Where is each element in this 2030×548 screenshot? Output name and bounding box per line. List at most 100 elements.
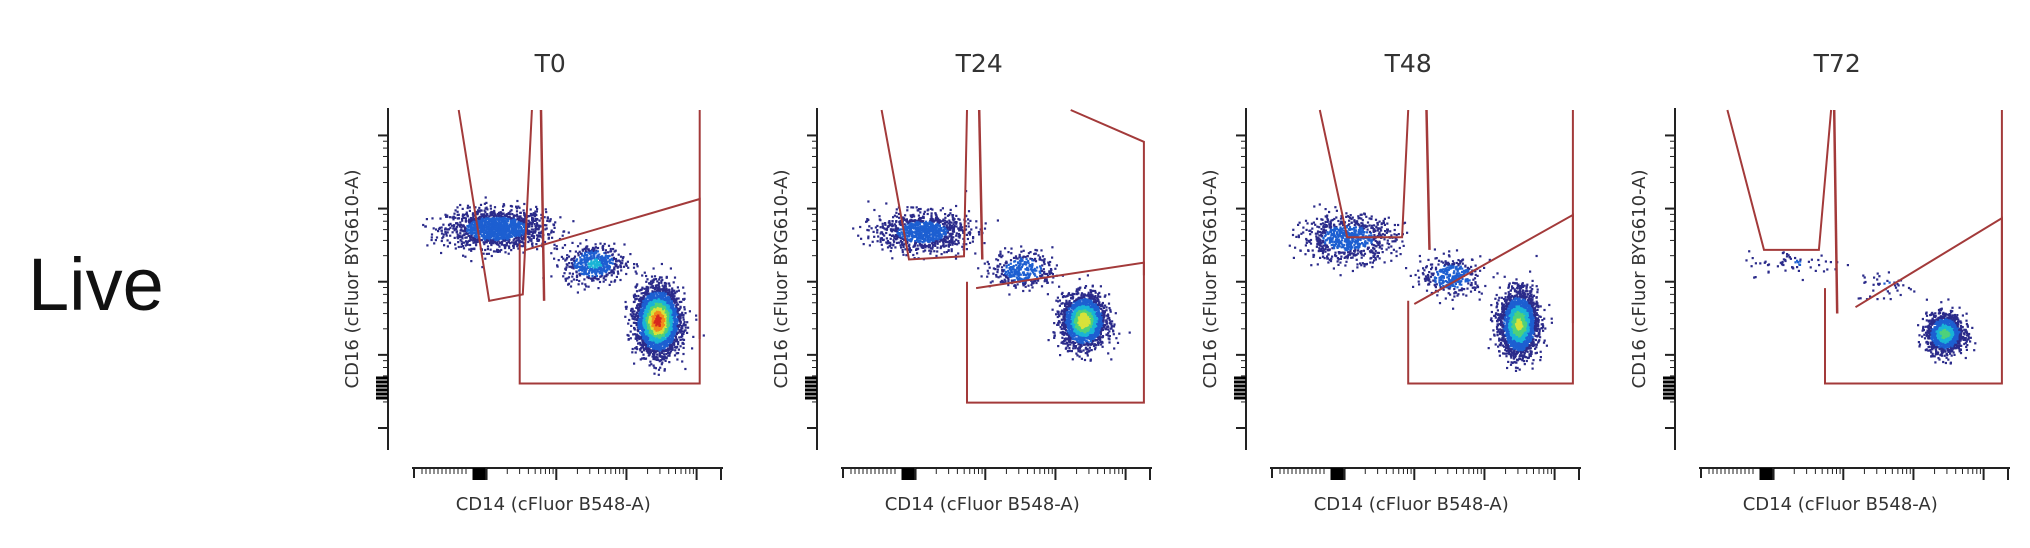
event-point	[499, 231, 502, 234]
event-point	[516, 239, 519, 242]
event-point	[606, 255, 609, 258]
event-point	[481, 266, 484, 269]
event-point	[472, 229, 475, 232]
event-point	[506, 238, 509, 241]
event-point	[531, 216, 534, 220]
event-point	[472, 216, 475, 219]
event-point	[455, 225, 458, 228]
event-point	[588, 265, 591, 268]
event-point	[621, 262, 624, 265]
event-point	[627, 266, 630, 269]
event-point	[485, 230, 488, 233]
event-point	[484, 214, 487, 217]
event-point	[632, 315, 635, 318]
event-point	[501, 212, 504, 215]
event-point	[684, 312, 687, 315]
event-point	[556, 264, 559, 267]
event-point	[464, 227, 467, 230]
event-point	[661, 357, 664, 360]
event-point	[591, 269, 594, 272]
event-point	[526, 229, 529, 233]
event-point	[473, 217, 476, 220]
event-point	[521, 238, 524, 241]
event-point	[482, 226, 485, 229]
event-point	[424, 225, 427, 228]
event-point	[457, 241, 460, 244]
event-point	[444, 227, 447, 230]
event-point	[498, 245, 501, 248]
event-point	[489, 227, 492, 230]
event-point	[426, 244, 429, 247]
event-point	[473, 247, 476, 250]
event-point	[492, 233, 495, 236]
event-point	[483, 217, 486, 220]
event-point	[581, 282, 584, 285]
event-point	[531, 243, 534, 246]
event-point	[506, 228, 509, 231]
event-point	[638, 337, 641, 341]
event-point	[613, 242, 616, 245]
event-point	[528, 239, 531, 242]
event-point	[571, 275, 574, 278]
event-point	[486, 213, 489, 216]
event-point	[572, 267, 575, 270]
event-point	[573, 262, 576, 265]
event-point	[545, 227, 548, 230]
event-point	[669, 295, 673, 298]
event-point	[520, 221, 523, 225]
event-point	[702, 334, 705, 337]
event-point	[531, 245, 534, 248]
event-point	[665, 353, 668, 356]
event-point	[557, 259, 560, 262]
event-point	[570, 258, 573, 261]
event-point	[462, 241, 465, 244]
event-point	[681, 338, 684, 341]
event-point	[584, 267, 587, 270]
event-point	[490, 225, 493, 228]
event-point	[489, 218, 492, 221]
event-point	[425, 218, 428, 221]
event-point	[442, 235, 445, 238]
event-point	[695, 318, 698, 321]
event-point	[655, 355, 658, 359]
event-point	[493, 230, 496, 233]
event-point	[469, 239, 472, 242]
event-point	[633, 321, 637, 324]
event-point	[462, 224, 465, 227]
event-point	[471, 247, 474, 250]
event-point	[540, 217, 543, 220]
event-point	[502, 238, 506, 241]
event-point	[529, 212, 532, 216]
event-point	[564, 279, 567, 282]
event-point	[601, 257, 604, 260]
event-point	[466, 240, 469, 243]
event-point	[463, 216, 466, 219]
event-point	[500, 242, 503, 245]
event-point	[474, 238, 477, 241]
event-point	[518, 215, 521, 218]
event-point	[634, 347, 637, 350]
event-point	[610, 262, 613, 265]
event-point	[636, 348, 639, 351]
event-point	[619, 264, 622, 267]
event-point	[544, 228, 547, 231]
event-point	[663, 369, 666, 372]
event-point	[572, 220, 575, 223]
event-point	[612, 247, 615, 251]
event-point	[537, 228, 540, 231]
event-point	[589, 257, 592, 260]
event-point	[600, 272, 604, 275]
event-point	[518, 239, 522, 242]
event-point	[647, 354, 650, 357]
event-point	[523, 212, 526, 215]
event-point	[523, 235, 526, 239]
event-point	[540, 213, 543, 216]
event-point	[655, 350, 658, 353]
event-point	[603, 251, 606, 255]
event-point	[496, 225, 499, 228]
event-point	[561, 234, 564, 237]
event-point	[662, 286, 665, 289]
event-point	[668, 331, 671, 334]
event-point	[480, 222, 483, 225]
event-point	[599, 255, 602, 259]
